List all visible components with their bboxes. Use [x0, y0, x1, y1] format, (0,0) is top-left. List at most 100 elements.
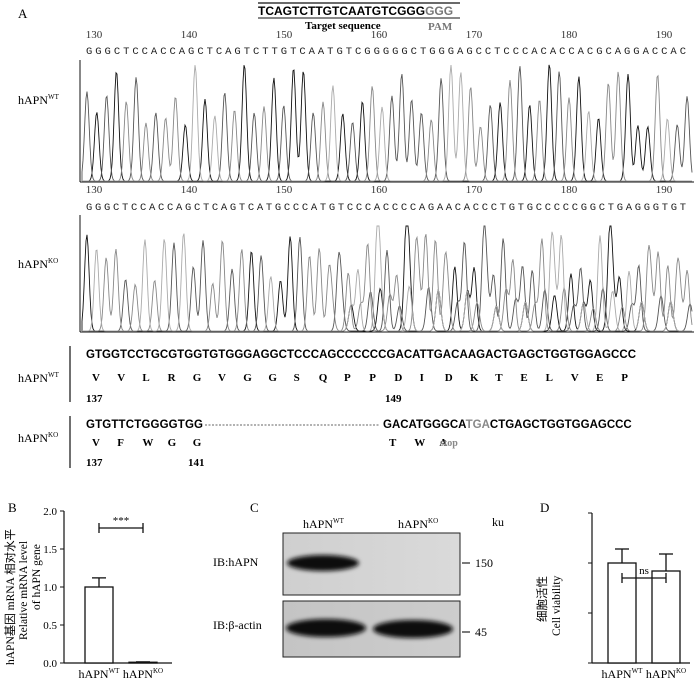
target-sequence: TCAGTCTTGTCAATGTCGGGGGG — [258, 4, 453, 18]
chart-b-category-label: hAPNWT — [79, 667, 121, 681]
blot-unit: ku — [492, 515, 504, 529]
panel-b-ylabel: hAPN基因 mRNA 相对水平 Relative mRNA level of … — [3, 529, 43, 665]
wt-amino-acid: G — [268, 372, 277, 384]
wt-amino-acid: Q — [319, 372, 328, 384]
ko-ruler-tick: 150 — [276, 184, 293, 196]
wt-ruler-tick: 160 — [371, 29, 388, 41]
wt-sequence-label: hAPNWT — [18, 371, 60, 385]
wt-ruler-tick: 180 — [561, 29, 578, 41]
chart-d-significance: ns — [639, 565, 649, 577]
blot-column-wt: hAPNWT — [303, 517, 345, 531]
pam-label: PAM — [428, 21, 453, 33]
wt-amino-acid: I — [420, 372, 424, 384]
ko-amino-acid: A — [439, 437, 447, 449]
blot-row-hapn: IB:hAPN — [213, 555, 259, 569]
blot-actin — [282, 600, 461, 658]
blot-hapn — [282, 532, 461, 596]
panel-b-ylabel-cn: hAPN基因 mRNA 相对水平 — [3, 529, 17, 665]
band-hapn-wt — [287, 555, 359, 571]
marker-45: 45 — [475, 625, 487, 639]
ko-ruler-tick: 190 — [656, 184, 673, 196]
wt-amino-acid: P — [621, 372, 628, 384]
ko-ruler-tick: 140 — [181, 184, 198, 196]
ko-ruler-tick: 160 — [371, 184, 388, 196]
wt-amino-acid: P — [344, 372, 351, 384]
chart-d-category-label: hAPNKO — [646, 667, 686, 681]
wt-ruler-tick: 150 — [276, 29, 293, 41]
wt-position-ruler: 130 140 150 160 170 180 190 — [86, 29, 673, 41]
panel-b-ylabel-en1: Relative mRNA level — [18, 541, 30, 640]
wt-chromatogram-label: hAPNWT — [18, 93, 60, 107]
ko-position-137: 137 — [86, 457, 103, 469]
ko-amino-acid: T — [389, 437, 397, 449]
wt-amino-acid: G — [243, 372, 252, 384]
chart-b-category-label: hAPNKO — [123, 667, 163, 681]
blot-column-ko: hAPNKO — [398, 517, 438, 531]
wt-amino-acid: V — [117, 372, 125, 384]
ko-chromatogram-bases: GGGCTCCACCAGCTCAGTCATGCCCATGTCCCACCCCAGA… — [86, 202, 686, 214]
ko-amino-acid: G — [193, 437, 202, 449]
ko-position-141: 141 — [188, 457, 205, 469]
ko-nucleotide-left: GTGTTCTGGGGTGG — [86, 419, 203, 431]
wt-ruler-tick: 140 — [181, 29, 198, 41]
ko-amino-acid: W — [142, 437, 153, 449]
marker-150: 150 — [475, 556, 493, 570]
chart-b-ytick-label: 0.5 — [43, 620, 57, 632]
target-label: Target sequence — [305, 20, 381, 32]
wt-position-137: 137 — [86, 393, 103, 405]
wt-amino-acid: P — [369, 372, 376, 384]
chart-b-bar — [84, 586, 114, 664]
wt-amino-acid: T — [495, 372, 503, 384]
wt-amino-acid: L — [546, 372, 553, 384]
chart-b-ytick-label: 2.0 — [43, 506, 57, 518]
panel-d-ylabel-en: Cell viability — [551, 575, 563, 636]
chart-b-significance: *** — [113, 515, 130, 527]
wt-amino-acid: V — [571, 372, 579, 384]
blot-row-actin: IB:β-actin — [213, 618, 262, 632]
panel-d-letter: D — [540, 500, 549, 515]
ko-chromatogram — [79, 215, 694, 333]
panel-d-chart: hAPNWT hAPNKO ns — [588, 512, 690, 681]
band-actin-ko — [373, 620, 453, 638]
ko-amino-acid: V — [92, 437, 100, 449]
ko-amino-acid: W — [414, 437, 425, 449]
chart-b-ytick-label: 1.0 — [43, 582, 57, 594]
wt-ruler-tick: 190 — [656, 29, 673, 41]
wt-amino-acid: D — [445, 372, 453, 384]
wt-amino-acid: V — [218, 372, 226, 384]
panel-d-ylabel: 细胞活性 Cell viability — [535, 575, 563, 636]
wt-amino-acid: S — [294, 372, 300, 384]
stop-codon-label: stop — [440, 438, 458, 449]
wt-amino-acid: V — [92, 372, 100, 384]
ko-amino-acid: F — [117, 437, 124, 449]
panel-a-letter: A — [18, 6, 28, 21]
band-actin-wt — [286, 619, 366, 637]
ko-position-ruler: 130 140 150 160 170 180 190 — [86, 184, 673, 196]
wt-amino-acid: G — [193, 372, 202, 384]
wt-nucleotide-sequence: GTGGTCCTGCGTGGTGTGGGAGGCTCCCAGCCCCCCGACA… — [86, 349, 636, 361]
chart-d-bar — [651, 570, 681, 664]
panel-b-letter: B — [8, 500, 17, 515]
wt-amino-acid: L — [142, 372, 149, 384]
wt-amino-acid: E — [596, 372, 603, 384]
panel-d-ylabel-cn: 细胞活性 — [535, 576, 549, 622]
wt-amino-acid: K — [470, 372, 479, 384]
wt-ruler-tick: 170 — [466, 29, 483, 41]
chart-b-ytick-label: 0.0 — [43, 658, 57, 670]
wt-chromatogram-bases: GGGCTCCACCAGCTCAGTCTTGTCAATGTCGGGGGCTGGG… — [86, 46, 686, 58]
wt-amino-acid: D — [394, 372, 402, 384]
panel-b-chart: 0.0 0.5 1.0 1.5 2.0 hAPNWT hAPNKO *** — [43, 506, 172, 681]
wt-chromatogram — [79, 60, 694, 183]
chart-b-ytick-label: 1.5 — [43, 544, 57, 556]
wt-ruler-tick: 130 — [86, 29, 103, 41]
ko-amino-acid: G — [168, 437, 177, 449]
ko-ruler-tick: 170 — [466, 184, 483, 196]
ko-ruler-tick: 130 — [86, 184, 103, 196]
ko-sequence-label: hAPNKO — [18, 431, 58, 445]
ko-nucleotide-right: GACATGGGCATGACTGAGCTGGTGGAGCCC — [383, 419, 632, 431]
ko-ruler-tick: 180 — [561, 184, 578, 196]
panel-b-ylabel-en2: of hAPN gene — [31, 544, 43, 610]
wt-amino-acid: R — [168, 372, 177, 384]
